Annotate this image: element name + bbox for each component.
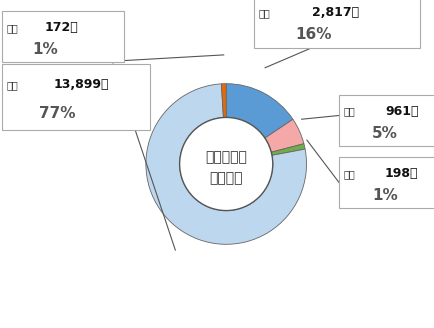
Text: 172人: 172人	[45, 21, 79, 34]
Text: 77%: 77%	[39, 106, 76, 121]
Text: 5%: 5%	[371, 126, 397, 141]
Wedge shape	[264, 119, 303, 152]
Circle shape	[179, 117, 272, 211]
Text: 研究者数: 研究者数	[209, 172, 243, 185]
Text: 1%: 1%	[371, 188, 397, 203]
Text: 県西: 県西	[7, 23, 18, 33]
Text: 県北: 県北	[258, 8, 270, 18]
Wedge shape	[226, 84, 292, 138]
Wedge shape	[145, 84, 306, 244]
Text: 2,817人: 2,817人	[312, 7, 358, 19]
Text: 1%: 1%	[33, 42, 58, 57]
Text: 961人: 961人	[384, 105, 418, 118]
Text: 県南: 県南	[7, 80, 18, 90]
Text: 13,899人: 13,899人	[54, 78, 109, 92]
Wedge shape	[221, 84, 226, 117]
Text: 198人: 198人	[384, 167, 418, 180]
Text: 所在地域別: 所在地域別	[205, 151, 247, 165]
Wedge shape	[271, 144, 304, 155]
Text: 16%: 16%	[295, 27, 332, 42]
Text: 鹿行: 鹿行	[343, 169, 355, 179]
Text: 県央: 県央	[343, 106, 355, 116]
